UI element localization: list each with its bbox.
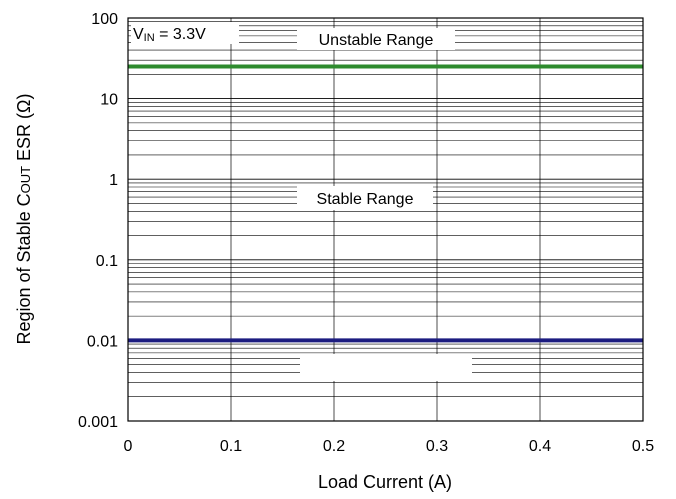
stable-label-bg [297, 186, 433, 210]
series-lines [128, 64, 643, 343]
y-tick-label: 10 [100, 92, 118, 109]
stable-range-label: Stable Range [317, 191, 414, 208]
x-tick-label: 0 [124, 438, 133, 455]
y-axis-title: Region of Stable COUT ESR (Ω) [14, 93, 34, 344]
y-tick-label: 0.01 [87, 333, 118, 350]
condition-label-bg [131, 22, 239, 44]
x-tick-label: 0.5 [632, 438, 654, 455]
x-tick-label: 0.2 [323, 438, 345, 455]
x-axis-title: Load Current (A) [318, 472, 452, 492]
lower-blank-region [300, 354, 472, 381]
condition-label: VIN = 3.3V [133, 26, 206, 44]
plot-frame [127, 17, 644, 422]
x-tick-label: 0.3 [426, 438, 448, 455]
y-tick-label: 1 [109, 172, 118, 189]
x-tick-label: 0.4 [529, 438, 551, 455]
x-tick-label: 0.1 [220, 438, 242, 455]
unstable-label-bg [297, 28, 455, 50]
y-tick-label: 0.1 [96, 253, 118, 270]
unstable-range-label: Unstable Range [319, 32, 434, 49]
tick-labels: 0 0.1 0.2 0.3 0.4 0.5 0.001 0.01 0.1 1 10 100 [78, 11, 654, 455]
y-tick-label: 100 [91, 11, 118, 28]
y-tick-label: 0.001 [78, 414, 118, 431]
